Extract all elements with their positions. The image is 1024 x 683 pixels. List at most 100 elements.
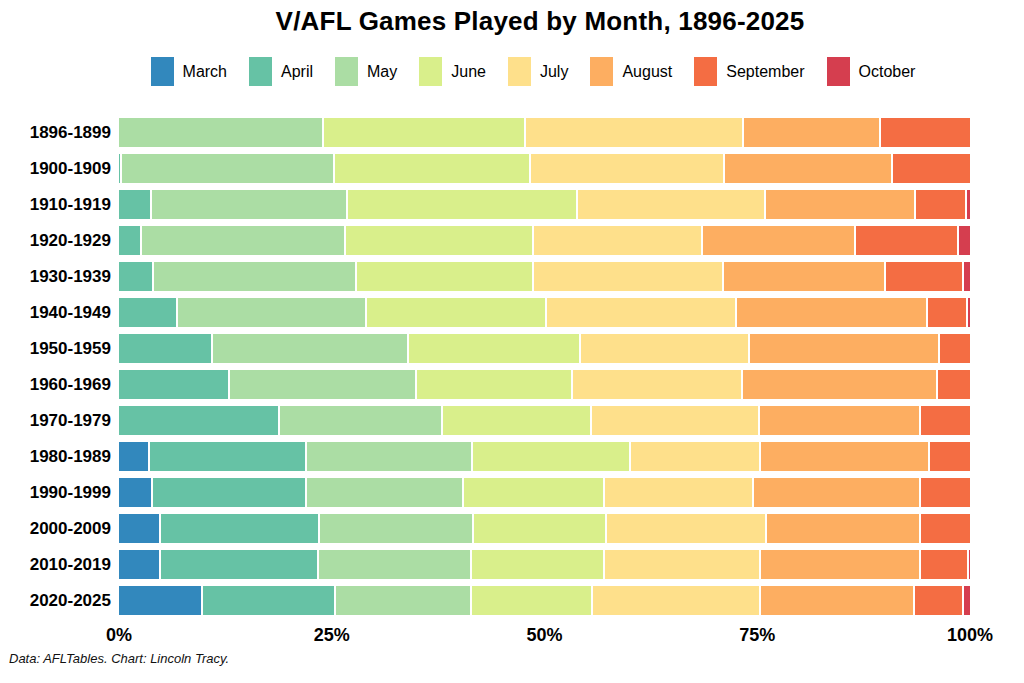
bar-segment-april	[119, 226, 142, 255]
row-label: 1920-1929	[0, 231, 119, 251]
bar-segment-september	[921, 478, 970, 507]
bar-segment-march	[119, 442, 150, 471]
bar-track	[119, 190, 970, 219]
legend-item-october: October	[827, 57, 930, 86]
bar-segment-october	[959, 226, 970, 255]
bar-segment-june	[348, 190, 578, 219]
bar-track	[119, 514, 970, 543]
row-label: 2020-2025	[0, 591, 119, 611]
bar-segment-august	[703, 226, 856, 255]
legend-label: March	[183, 63, 227, 81]
legend-swatch-october	[827, 57, 850, 86]
bar-segment-september	[915, 586, 964, 615]
bar-segment-july	[605, 478, 754, 507]
bar-segment-july	[607, 514, 766, 543]
legend-item-august: August	[590, 57, 686, 86]
bar-track	[119, 442, 970, 471]
bar-segment-august	[761, 586, 915, 615]
bar-segment-april	[119, 298, 178, 327]
legend-item-april: April	[249, 57, 327, 86]
row-label: 1940-1949	[0, 303, 119, 323]
bar-segment-september	[921, 550, 970, 579]
legend-swatch-july	[508, 57, 531, 86]
bar-segment-june	[367, 298, 547, 327]
bar-segment-september	[893, 154, 970, 183]
bar-segment-march	[119, 514, 161, 543]
bar-segment-october	[967, 190, 970, 219]
bar-track	[119, 262, 970, 291]
bar-segment-april	[153, 478, 307, 507]
x-axis: 0%25%50%75%100%	[119, 625, 970, 649]
bar-track	[119, 118, 970, 147]
bar-row: 1980-1989	[0, 442, 1024, 471]
bar-segment-august	[761, 442, 929, 471]
bar-segment-october	[964, 262, 970, 291]
bar-row: 1960-1969	[0, 370, 1024, 399]
bar-track	[119, 370, 970, 399]
bar-segment-may	[152, 190, 348, 219]
legend-label: July	[540, 63, 568, 81]
bar-segment-april	[119, 262, 154, 291]
bar-segment-june	[443, 406, 592, 435]
bar-track	[119, 298, 970, 327]
bar-segment-april	[119, 190, 152, 219]
bar-segment-june	[417, 370, 573, 399]
bar-segment-march	[119, 478, 153, 507]
x-tick-label: 50%	[526, 625, 562, 646]
bar-segment-may	[213, 334, 410, 363]
bar-row: 1970-1979	[0, 406, 1024, 435]
row-label: 2000-2009	[0, 519, 119, 539]
bar-row: 1930-1939	[0, 262, 1024, 291]
bar-segment-july	[534, 262, 724, 291]
legend-swatch-may	[335, 57, 358, 86]
bar-segment-april	[119, 334, 213, 363]
bar-segment-october	[968, 298, 970, 327]
row-label: 1990-1999	[0, 483, 119, 503]
bar-segment-may	[280, 406, 443, 435]
bar-segment-august	[766, 190, 917, 219]
legend-item-may: May	[335, 57, 411, 86]
legend-item-june: June	[419, 57, 500, 86]
bar-segment-september	[921, 406, 970, 435]
legend-swatch-september	[694, 57, 717, 86]
row-label: 1896-1899	[0, 123, 119, 143]
bar-row: 1940-1949	[0, 298, 1024, 327]
page-title: V/AFL Games Played by Month, 1896-2025	[28, 6, 1024, 37]
bar-segment-april	[119, 370, 230, 399]
bar-segment-august	[760, 406, 921, 435]
bar-segment-june	[335, 154, 531, 183]
row-label: 1910-1919	[0, 195, 119, 215]
bar-segment-october	[964, 586, 970, 615]
bar-segment-september	[886, 262, 964, 291]
bar-segment-june	[472, 586, 593, 615]
bar-segment-june	[324, 118, 526, 147]
legend-swatch-april	[249, 57, 272, 86]
bar-segment-april	[161, 550, 319, 579]
bar-row: 1900-1909	[0, 154, 1024, 183]
bar-segment-march	[119, 550, 161, 579]
bar-track	[119, 406, 970, 435]
bar-segment-august	[767, 514, 921, 543]
bar-row: 2020-2025	[0, 586, 1024, 615]
bar-track	[119, 478, 970, 507]
bar-segment-august	[761, 550, 920, 579]
row-label: 1900-1909	[0, 159, 119, 179]
legend-label: April	[281, 63, 313, 81]
bar-segment-september	[916, 190, 967, 219]
bar-segment-june	[473, 442, 631, 471]
bar-row: 1920-1929	[0, 226, 1024, 255]
legend-label: June	[451, 63, 486, 81]
bar-segment-may	[142, 226, 346, 255]
bar-segment-may	[319, 550, 472, 579]
bar-segment-june	[357, 262, 534, 291]
bar-track	[119, 586, 970, 615]
bar-segment-september	[881, 118, 970, 147]
legend-item-march: March	[151, 57, 241, 86]
bar-segment-may	[307, 442, 473, 471]
legend-swatch-august	[590, 57, 613, 86]
bar-segment-august	[743, 370, 938, 399]
row-label: 1930-1939	[0, 267, 119, 287]
bar-segment-july	[631, 442, 761, 471]
bar-segment-may	[320, 514, 474, 543]
bar-segment-september	[940, 334, 970, 363]
